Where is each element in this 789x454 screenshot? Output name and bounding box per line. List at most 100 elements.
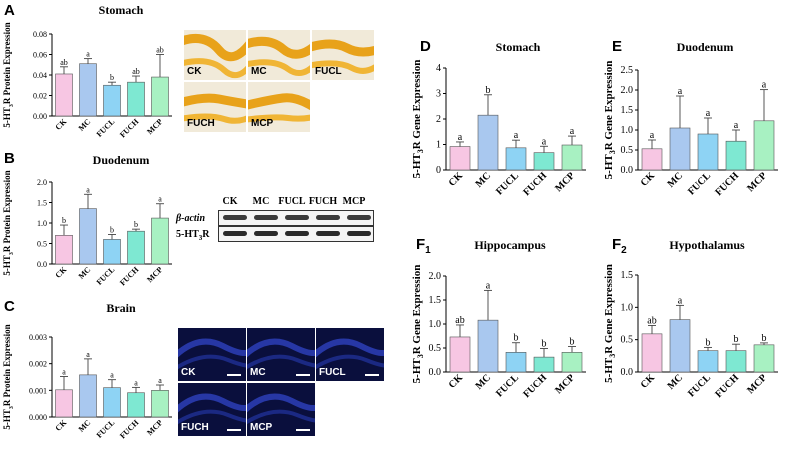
chart-title-e: Duodenum (676, 40, 734, 54)
y-tick-label: 3 (436, 89, 441, 100)
5ht3r-band (316, 231, 340, 236)
brain-image-label: FUCH (181, 422, 209, 433)
significance-letter: a (110, 371, 114, 380)
stomach-micrograph-grid: CK MC FUCL FUCH MCP (184, 30, 376, 132)
x-tick-label: FUCH (118, 117, 141, 140)
blot-row-5ht3r-main: 5-HT (176, 229, 199, 240)
significance-letter: a (158, 195, 162, 204)
x-tick-label: MCP (745, 372, 769, 396)
x-tick-label: MC (77, 117, 93, 133)
scale-bar (296, 374, 310, 376)
y-tick-label: 1.5 (429, 295, 442, 306)
y-tick-label: 1.0 (621, 125, 634, 136)
significance-letter: a (678, 86, 683, 97)
brain-image-fucl: FUCL (316, 328, 384, 381)
y-axis-label-sub: 3 (416, 149, 425, 153)
bar (103, 84, 121, 117)
bar (449, 336, 471, 373)
y-tick-label: 2.0 (429, 271, 442, 282)
y-tick-label: 1.5 (37, 199, 47, 208)
chart-brain-protein: 5-HT3R Protein Expression 0.000 0.001 0.002… (2, 324, 172, 440)
scale-bar (227, 374, 241, 376)
scale-bar (227, 429, 241, 431)
significance-letter: b (134, 220, 138, 229)
blot-row-5ht3r-label: 5-HT3R (176, 229, 210, 242)
significance-letter: a (86, 350, 90, 359)
panel-letter-c: C (4, 298, 15, 315)
y-tick-label: 0.5 (429, 343, 442, 354)
brain-image-ck: CK (178, 328, 246, 381)
brain-image-label: CK (181, 367, 196, 378)
y-tick-label: 0.5 (621, 335, 634, 346)
x-tick-label: FUCL (95, 117, 117, 139)
y-tick-label: 0.002 (29, 360, 47, 369)
chart-title-d: Stomach (495, 40, 541, 54)
panel-letter-f2: F2 (612, 236, 627, 256)
x-tick-label: FUCL (494, 170, 521, 197)
y-tick-label: 0.000 (29, 413, 47, 422)
5ht3r-band (285, 231, 309, 236)
brain-image-label: FUCL (319, 367, 346, 378)
y-axis-label: 5-HT3R Protein Expression (2, 22, 15, 127)
bar (449, 146, 471, 171)
y-tick-label: 0.001 (29, 386, 47, 395)
x-tick-label: MCP (145, 418, 164, 437)
bar (753, 120, 775, 171)
bar (151, 76, 169, 117)
x-tick-label: MCP (745, 170, 769, 194)
blot-lane-label: FUCH (308, 196, 338, 207)
x-tick-label: FUCL (95, 418, 117, 440)
stomach-tissue-stain (312, 39, 374, 74)
brain-image-mc: MC (247, 328, 315, 381)
significance-letter: a (734, 120, 739, 131)
y-axis-label: 5-HT3R Protein Expression (2, 170, 15, 275)
x-tick-label: MC (77, 418, 93, 434)
significance-letter: a (134, 378, 138, 387)
x-tick-label: MC (666, 372, 686, 392)
5ht3r-band (254, 231, 278, 236)
significance-letter: a (762, 80, 767, 91)
y-tick-label: 0.02 (33, 92, 47, 101)
bar (55, 389, 73, 418)
significance-letter: ab (455, 315, 464, 326)
x-tick-label: FUCL (686, 372, 713, 399)
y-axis-label: 5-HT3R Gene Expression (603, 264, 617, 383)
bar (725, 350, 747, 373)
bar (533, 152, 555, 171)
x-tick-label: FUCH (118, 265, 141, 288)
panel-letter-e: E (612, 38, 623, 55)
bar (533, 356, 555, 373)
bar (561, 144, 583, 171)
5ht3r-band (223, 231, 247, 236)
y-axis-label-rest: R Protein Expression (2, 22, 12, 104)
panel-letter-a: A (4, 2, 15, 19)
significance-letter: b (514, 333, 519, 344)
y-tick-label: 2.5 (621, 65, 634, 76)
bar (103, 387, 121, 418)
y-axis-label: 5-HT3R Gene Expression (411, 265, 425, 384)
bar (669, 127, 691, 171)
x-tick-label: FUCH (521, 372, 549, 400)
panel-letter-d: D (420, 38, 431, 55)
beta-actin-band (223, 215, 247, 220)
x-tick-label: CK (447, 372, 466, 391)
y-axis-label-main: 5-HT (2, 255, 12, 276)
y-tick-label: 0.0 (621, 165, 634, 176)
stomach-image-label: MCP (251, 118, 274, 129)
significance-letter: a (86, 185, 90, 194)
significance-letter: b (110, 225, 114, 234)
x-tick-label: FUCL (95, 265, 117, 287)
brain-image-label: MCP (250, 422, 273, 433)
bar (127, 81, 145, 117)
blot-lane-labels: CK MC FUCL FUCH MCP (216, 196, 376, 210)
y-tick-label: 0.0 (621, 367, 634, 378)
stomach-image-label: FUCL (315, 66, 342, 77)
y-tick-label: 2.0 (37, 178, 47, 187)
y-axis-label-rest: R Gene Expression (411, 60, 423, 150)
y-axis-label-main: 5-HT (411, 358, 423, 384)
stomach-tissue-stain (248, 93, 310, 123)
significance-letter: b (110, 73, 114, 82)
y-axis-label: 5-HT3R Protein Expression (2, 324, 15, 429)
bar (79, 374, 97, 418)
blot-strip-beta-actin (218, 210, 374, 226)
